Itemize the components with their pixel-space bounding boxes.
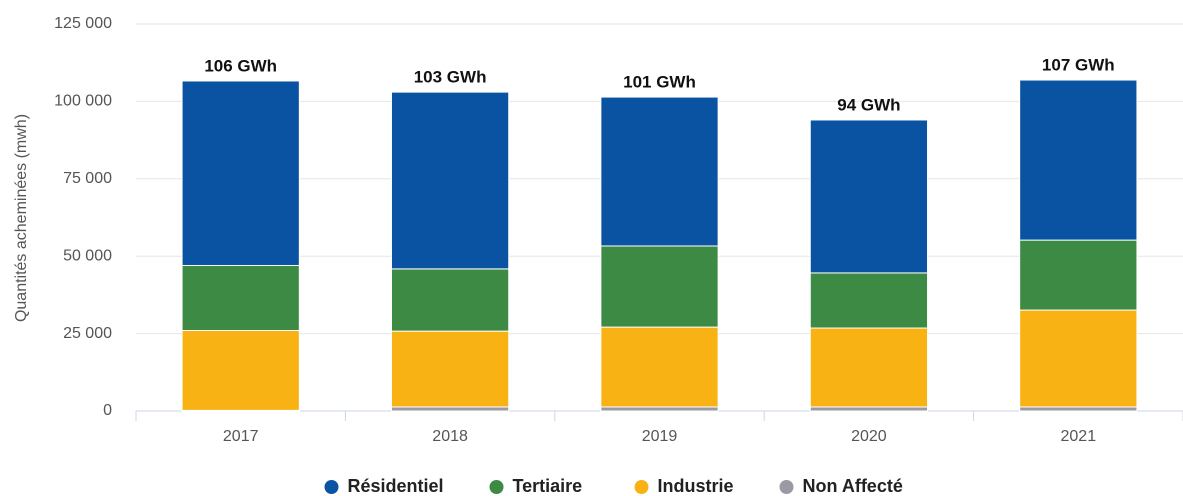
total-label: 101 GWh: [623, 73, 696, 92]
y-tick-label: 25 000: [63, 325, 112, 342]
y-tick-label: 50 000: [63, 247, 112, 264]
legend-marker: [634, 480, 649, 494]
bar-segment: [600, 96, 719, 247]
bar-segment: [600, 406, 719, 412]
y-tick-label: 75 000: [63, 170, 112, 187]
total-label: 103 GWh: [414, 68, 487, 87]
bar-segment: [181, 264, 300, 332]
x-tick-label: 2018: [432, 428, 468, 445]
bar-segment: [809, 119, 929, 274]
bar-segment: [1019, 309, 1138, 408]
bar-segment: [390, 91, 510, 270]
legend-label: Industrie: [658, 476, 734, 496]
legend-label: Tertiaire: [513, 476, 583, 496]
x-tick-label: 2019: [642, 428, 678, 445]
bar-segment: [181, 330, 300, 411]
legend-marker: [779, 480, 794, 494]
bar-segment: [600, 326, 719, 408]
y-tick-label: 0: [103, 402, 112, 419]
legend-marker: [489, 480, 504, 494]
y-axis-title: Quantités acheminées (mwh): [13, 114, 30, 322]
y-tick-label: 100 000: [54, 93, 112, 110]
bar-segment: [390, 330, 510, 408]
x-tick-label: 2020: [851, 428, 887, 445]
bar-segment: [809, 406, 929, 412]
x-tick-label: 2017: [223, 428, 259, 445]
bar-segment: [600, 245, 719, 328]
bar-segment: [390, 268, 510, 332]
x-tick-label: 2021: [1061, 428, 1097, 445]
bar-segment: [809, 327, 929, 408]
bar-segment: [1019, 79, 1138, 241]
bar-segment: [181, 80, 300, 266]
total-label: 106 GWh: [204, 56, 277, 75]
y-tick-label: 125 000: [54, 15, 112, 32]
bar-segment: [1019, 406, 1138, 412]
legend-label: Non Affecté: [803, 476, 903, 496]
bar-segment: [390, 406, 510, 412]
bar-segment: [1019, 239, 1138, 311]
bar-segment: [809, 272, 929, 329]
legend-label: Résidentiel: [348, 476, 444, 496]
total-label: 94 GWh: [837, 95, 900, 114]
legend-marker: [324, 480, 339, 494]
total-label: 107 GWh: [1042, 56, 1115, 75]
